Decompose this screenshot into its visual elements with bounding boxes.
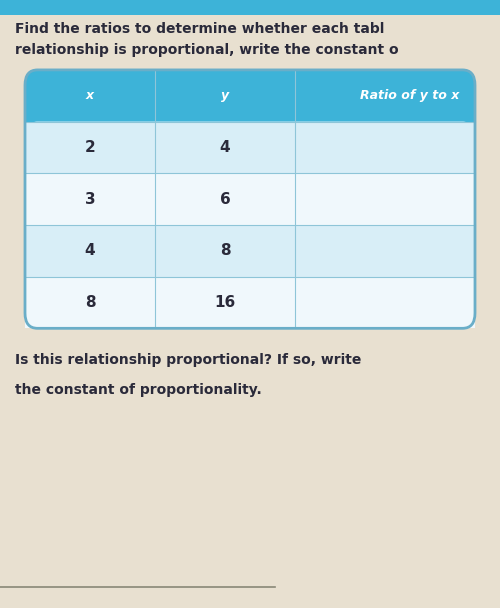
- Bar: [0, 0, 500, 15]
- Text: 4: 4: [220, 140, 230, 155]
- Text: 6: 6: [220, 192, 230, 207]
- Text: the constant of proportionality.: the constant of proportionality.: [15, 383, 262, 397]
- Bar: [25, 173, 475, 225]
- Text: 8: 8: [220, 243, 230, 258]
- Text: y: y: [221, 89, 229, 102]
- Text: relationship is proportional, write the constant o: relationship is proportional, write the …: [15, 43, 398, 57]
- Text: Is this relationship proportional? If so, write: Is this relationship proportional? If so…: [15, 353, 362, 367]
- FancyBboxPatch shape: [25, 70, 475, 328]
- Text: 8: 8: [84, 295, 96, 310]
- Bar: [25, 225, 475, 277]
- Text: Ratio of y to x: Ratio of y to x: [360, 89, 460, 102]
- Text: x: x: [86, 89, 94, 102]
- Bar: [25, 122, 475, 173]
- Text: Find the ratios to determine whether each tabl: Find the ratios to determine whether eac…: [15, 22, 384, 36]
- Text: 4: 4: [84, 243, 96, 258]
- Bar: [25, 277, 475, 328]
- Text: 3: 3: [84, 192, 96, 207]
- FancyBboxPatch shape: [25, 122, 475, 328]
- Text: 16: 16: [214, 295, 236, 310]
- Text: 2: 2: [84, 140, 96, 155]
